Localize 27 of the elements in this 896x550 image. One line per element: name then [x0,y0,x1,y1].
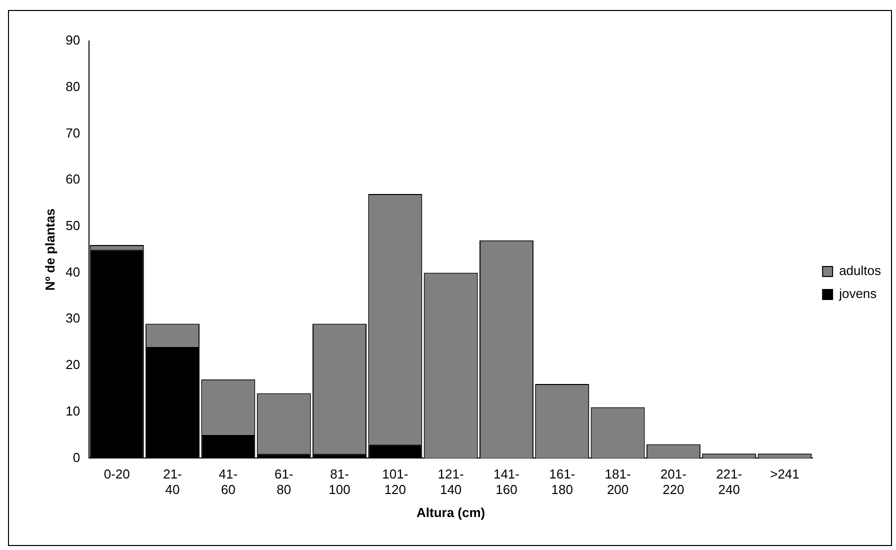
legend-label: jovens [838,286,878,302]
y-tick-label: 50 [66,218,80,233]
y-tick-label: 90 [66,32,80,48]
x-tick-label: 161-180 [549,466,576,498]
x-axis-title: Altura (cm) [416,504,486,520]
x-tick-label: >241 [770,466,800,482]
legend-label: adultos [839,263,882,278]
x-tick-label: 101-120 [382,466,408,498]
y-axis-title: Nº de plantas [42,208,58,291]
x-tick-label: 0-20 [104,466,130,482]
y-tick-label: 10 [66,403,80,418]
y-tick-label: 30 [66,310,80,326]
x-tick-label: 181-200 [604,466,631,498]
y-tick-label: 60 [66,172,80,187]
y-tick-label: 20 [66,357,80,372]
x-tick-label: 121-140 [438,466,464,498]
x-tick-label: 21-40 [163,466,182,498]
y-tick-label: 70 [66,125,80,140]
x-tick-label: 81-100 [328,466,350,498]
x-tick-label: 141-160 [493,466,520,498]
y-tick-label: 0 [72,450,80,465]
y-tick-label: 80 [66,78,80,94]
x-tick-label: 61-80 [274,466,294,498]
x-tick-label: 221-240 [716,466,742,498]
x-tick-label: 201-220 [660,466,686,498]
x-tick-label: 41-60 [218,466,238,498]
y-tick-label: 40 [66,264,80,280]
